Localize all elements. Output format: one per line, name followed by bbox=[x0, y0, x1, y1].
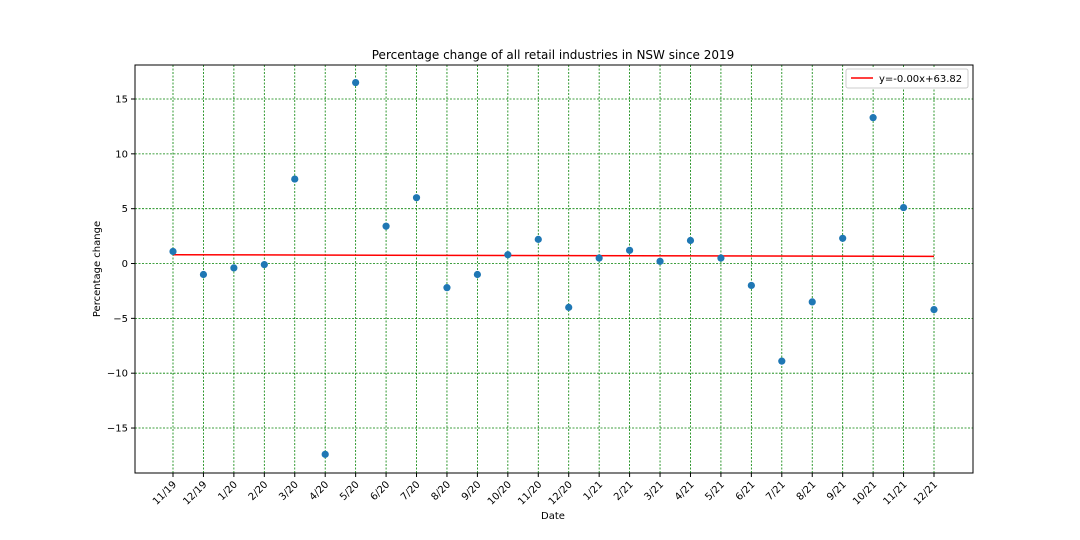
chart-title: Percentage change of all retail industri… bbox=[372, 48, 735, 62]
y-tick-label: −10 bbox=[107, 369, 128, 380]
x-tick-label: 10/21 bbox=[851, 479, 879, 507]
data-point bbox=[473, 270, 481, 279]
x-tick-label: 3/20 bbox=[277, 479, 301, 503]
y-tick-label: −15 bbox=[107, 424, 128, 435]
trendline-group bbox=[172, 253, 935, 258]
data-point bbox=[382, 222, 390, 230]
y-tick-label: 0 bbox=[122, 259, 128, 270]
data-point bbox=[230, 264, 238, 272]
data-point bbox=[199, 270, 208, 279]
grid bbox=[135, 65, 973, 473]
x-tick-label: 1/21 bbox=[582, 479, 606, 503]
plot-area bbox=[134, 64, 974, 474]
x-tick-label: 7/21 bbox=[764, 479, 788, 503]
data-point bbox=[352, 78, 360, 87]
x-tick-label: 12/21 bbox=[912, 479, 940, 507]
data-point bbox=[686, 236, 695, 245]
x-tick-label: 12/19 bbox=[181, 479, 209, 507]
x-tick-label: 2/21 bbox=[612, 479, 636, 503]
x-tick-label: 7/20 bbox=[399, 479, 423, 503]
x-tick-label: 4/20 bbox=[308, 479, 332, 503]
x-tick-label: 3/21 bbox=[642, 479, 666, 503]
data-point bbox=[291, 175, 299, 183]
y-axis-title: Percentage change bbox=[92, 221, 103, 317]
trendline bbox=[172, 253, 935, 258]
x-tick-label: 9/20 bbox=[460, 479, 484, 503]
x-tick-label: 5/20 bbox=[338, 479, 362, 503]
data-point bbox=[930, 305, 938, 314]
x-tick-label: 12/20 bbox=[547, 479, 575, 507]
legend: y=-0.00x+63.82 bbox=[845, 68, 969, 89]
legend-trendline-label: y=-0.00x+63.82 bbox=[879, 74, 962, 85]
x-tick-label: 2/20 bbox=[247, 479, 271, 503]
x-tick-label: 6/21 bbox=[734, 479, 758, 503]
x-tick-label: 10/20 bbox=[486, 479, 514, 507]
data-point bbox=[260, 261, 268, 269]
data-point bbox=[808, 298, 816, 306]
y-tick-label: 5 bbox=[122, 204, 128, 215]
data-point bbox=[504, 251, 512, 259]
y-tick-label: 10 bbox=[115, 149, 128, 160]
data-point bbox=[443, 284, 451, 292]
x-tick-label: 11/20 bbox=[516, 479, 544, 507]
data-point bbox=[839, 234, 847, 242]
data-point bbox=[321, 450, 329, 458]
x-tick-label: 8/21 bbox=[795, 479, 819, 503]
data-point bbox=[412, 194, 421, 202]
x-tick-label: 5/21 bbox=[703, 479, 727, 503]
data-point bbox=[534, 235, 542, 243]
legend-box bbox=[845, 68, 969, 89]
data-point bbox=[565, 303, 573, 311]
data-point bbox=[747, 281, 755, 290]
y-axis: −15 −10 −5 0 5 10 15 bbox=[107, 95, 135, 435]
x-tick-label: 9/21 bbox=[825, 479, 849, 503]
y-tick-label: 15 bbox=[115, 95, 128, 106]
data-point bbox=[656, 257, 664, 265]
data-point bbox=[595, 254, 603, 262]
data-point bbox=[717, 254, 725, 262]
y-tick-label: −5 bbox=[113, 314, 128, 325]
x-axis-title: Date bbox=[541, 511, 565, 522]
data-point bbox=[778, 357, 786, 365]
x-tick-label: 11/19 bbox=[151, 479, 179, 507]
x-tick-label: 8/20 bbox=[429, 479, 453, 503]
x-tick-label: 11/21 bbox=[882, 479, 910, 507]
x-tick-label: 6/20 bbox=[369, 479, 393, 503]
data-point bbox=[899, 203, 908, 212]
data-points bbox=[169, 78, 938, 458]
x-tick-label: 1/20 bbox=[216, 479, 240, 503]
x-axis: 11/19 12/19 1/20 2/20 3/20 4/20 5/20 6/20 7/20 8/… bbox=[151, 473, 940, 508]
data-point bbox=[169, 247, 177, 256]
x-tick-label: 4/21 bbox=[673, 479, 697, 503]
data-point bbox=[869, 114, 877, 122]
data-point bbox=[626, 246, 634, 254]
